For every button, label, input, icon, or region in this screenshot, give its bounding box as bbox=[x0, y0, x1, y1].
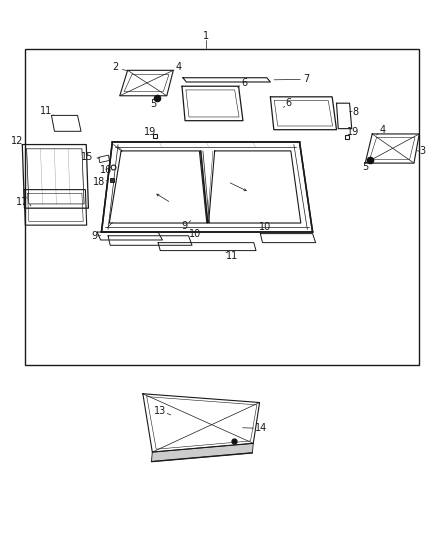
Text: 16: 16 bbox=[100, 165, 112, 175]
Text: 10: 10 bbox=[258, 222, 271, 232]
Text: 12: 12 bbox=[11, 136, 23, 146]
Text: 18: 18 bbox=[93, 176, 105, 187]
Text: 3: 3 bbox=[420, 146, 426, 156]
Text: 6: 6 bbox=[286, 98, 292, 108]
Text: 6: 6 bbox=[241, 77, 247, 87]
Bar bbox=[25, 49, 419, 365]
Text: 17: 17 bbox=[16, 197, 28, 207]
Text: 2: 2 bbox=[113, 62, 119, 72]
Text: 5: 5 bbox=[150, 99, 156, 109]
Text: 9: 9 bbox=[181, 221, 187, 231]
Text: 11: 11 bbox=[40, 106, 53, 116]
Text: 9: 9 bbox=[91, 231, 97, 241]
Text: 14: 14 bbox=[255, 423, 267, 433]
Text: 13: 13 bbox=[154, 406, 166, 416]
Text: 19: 19 bbox=[347, 127, 359, 138]
Text: 10: 10 bbox=[189, 229, 201, 239]
Text: 11: 11 bbox=[226, 252, 238, 261]
Polygon shape bbox=[152, 443, 253, 462]
Text: 4: 4 bbox=[379, 125, 385, 135]
Text: 4: 4 bbox=[176, 62, 182, 72]
Text: 5: 5 bbox=[362, 162, 368, 172]
Text: 7: 7 bbox=[303, 74, 309, 84]
Text: 19: 19 bbox=[144, 127, 156, 138]
Text: 1: 1 bbox=[203, 31, 209, 41]
Text: 8: 8 bbox=[352, 107, 358, 117]
Text: 15: 15 bbox=[81, 152, 94, 162]
